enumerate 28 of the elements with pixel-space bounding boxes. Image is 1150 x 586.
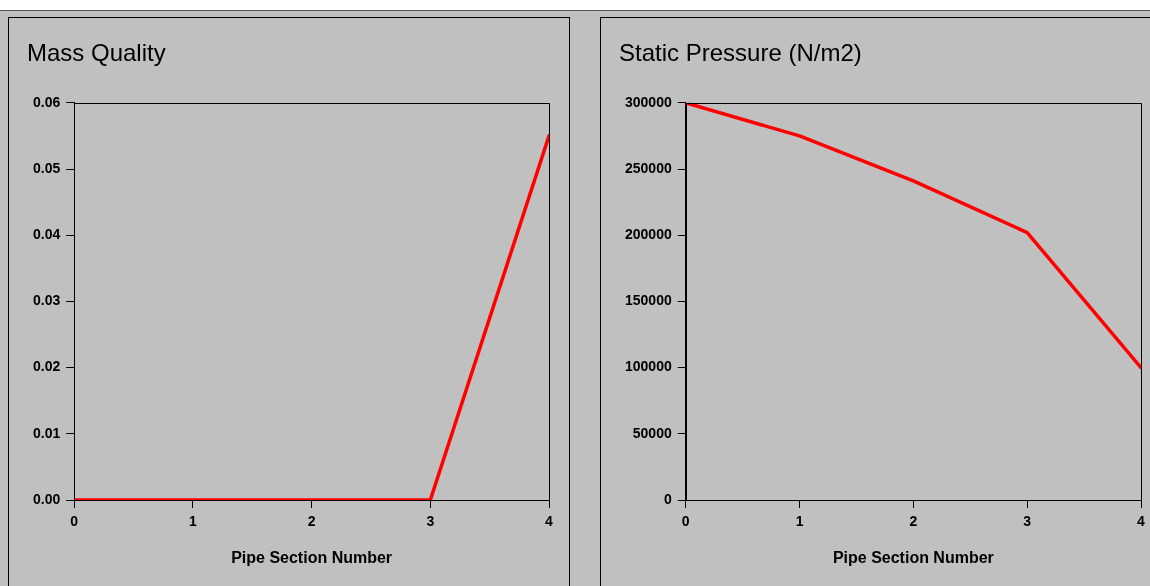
x-tick-label: 3 (426, 513, 435, 530)
y-tick-label: 250000 (625, 159, 672, 176)
y-tick-label: 0.05 (33, 159, 61, 176)
x-tick-label: 1 (189, 513, 198, 530)
x-tick-label: 4 (545, 513, 554, 530)
y-tick-label: 0.04 (33, 226, 61, 243)
chart-title: Mass Quality (27, 39, 166, 67)
y-tick-label: 50000 (632, 424, 672, 441)
x-axis-title: Pipe Section Number (231, 548, 393, 566)
x-tick-label: 2 (909, 513, 918, 530)
y-tick-label: 0.00 (33, 490, 61, 507)
x-axis-title: Pipe Section Number (832, 548, 994, 566)
x-tick-label: 4 (1137, 513, 1146, 530)
x-tick-label: 1 (795, 513, 804, 530)
y-tick-label: 150000 (625, 292, 672, 309)
y-tick-label: 200000 (625, 226, 672, 243)
y-tick-label: 0 (663, 490, 672, 507)
chart-title: Static Pressure (N/m2) (619, 39, 862, 67)
y-tick-label: 100000 (625, 358, 672, 375)
y-tick-label: 0.01 (33, 424, 61, 441)
x-tick-label: 2 (307, 513, 316, 530)
y-tick-label: 0.02 (33, 358, 61, 375)
y-tick-label: 300000 (625, 93, 672, 110)
x-tick-label: 0 (70, 513, 79, 530)
y-tick-label: 0.03 (33, 292, 61, 309)
x-tick-label: 0 (681, 513, 690, 530)
y-tick-label: 0.06 (33, 93, 61, 110)
x-tick-label: 3 (1023, 513, 1032, 530)
